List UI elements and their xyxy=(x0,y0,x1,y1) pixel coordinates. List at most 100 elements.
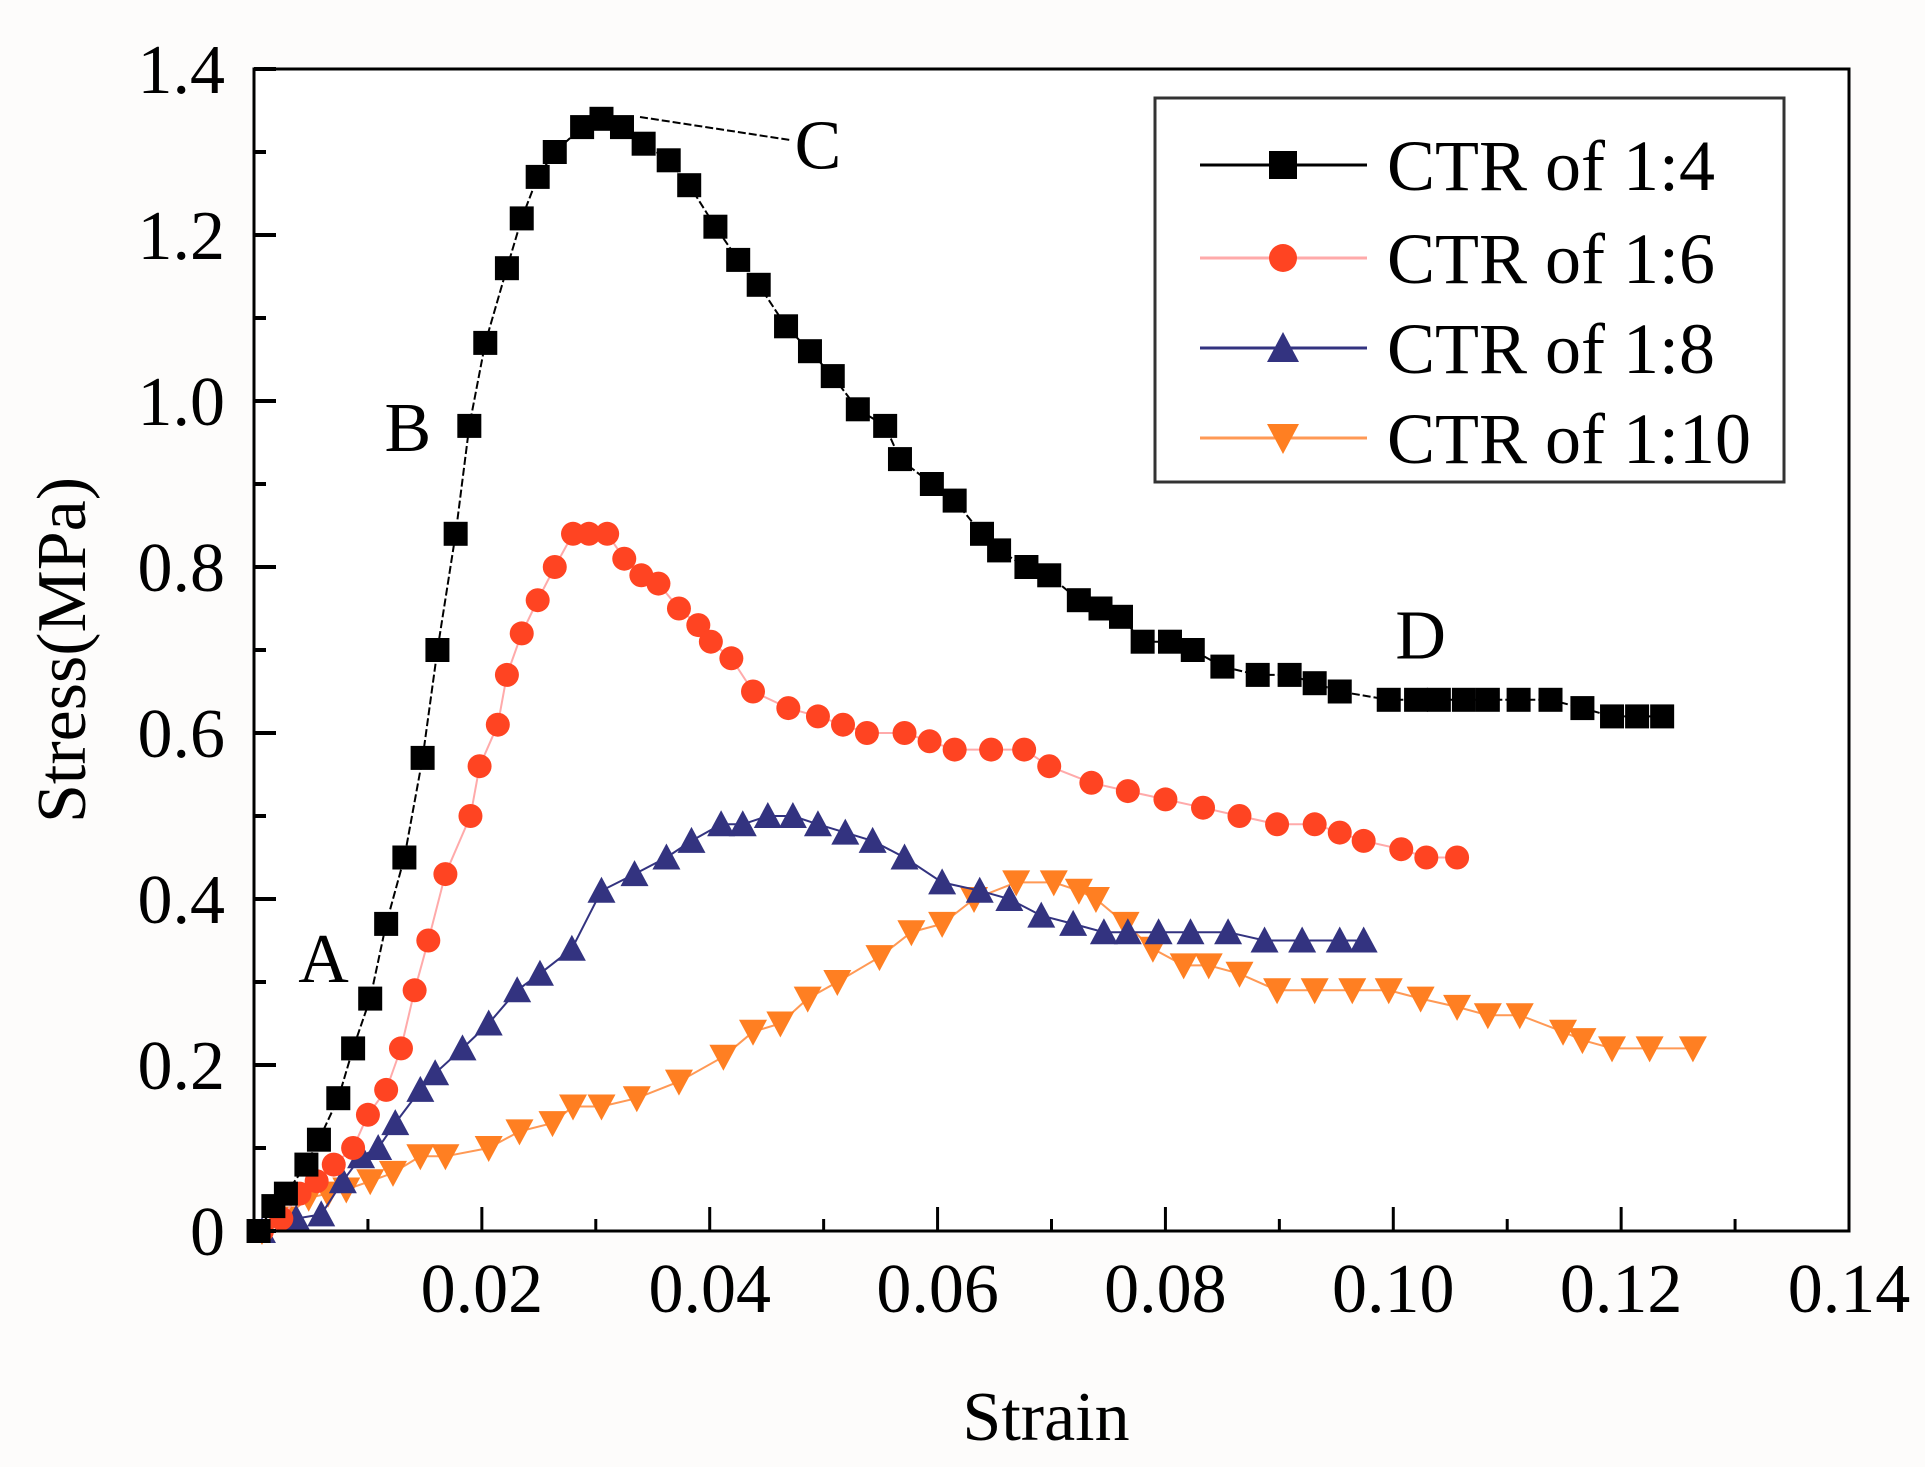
legend-label: CTR of 1:8 xyxy=(1387,309,1715,389)
marker-circle xyxy=(467,754,492,779)
marker-square xyxy=(1037,563,1062,588)
marker-circle xyxy=(433,862,458,887)
marker-triangle-down xyxy=(1263,978,1292,1005)
marker-circle xyxy=(374,1077,399,1102)
marker-circle xyxy=(595,521,620,546)
marker-circle xyxy=(1115,779,1140,804)
marker-triangle-down xyxy=(406,1144,435,1171)
marker-triangle-up xyxy=(328,1167,357,1194)
marker-triangle-up xyxy=(858,826,887,853)
marker-triangle-up xyxy=(707,810,736,837)
marker-square xyxy=(1570,696,1595,721)
marker-circle xyxy=(1012,737,1037,762)
y-tick-label: 1.0 xyxy=(138,364,226,441)
marker-triangle-down xyxy=(1081,887,1110,913)
marker-square xyxy=(1108,604,1133,629)
marker-square xyxy=(1088,596,1113,621)
annotation-c-leader-line xyxy=(639,116,791,141)
marker-triangle-down xyxy=(766,1011,795,1038)
marker-square xyxy=(726,247,751,272)
marker-square xyxy=(797,339,822,364)
marker-triangle-up xyxy=(1267,332,1299,362)
annotation-label-a: A xyxy=(298,921,349,998)
marker-triangle-up xyxy=(1349,926,1378,953)
marker-triangle-up xyxy=(652,843,681,870)
y-tick-label: 1.2 xyxy=(138,198,226,275)
marker-square xyxy=(1327,679,1352,704)
marker-circle xyxy=(612,546,637,571)
marker-triangle-down xyxy=(664,1069,693,1096)
y-tick-label: 0.4 xyxy=(138,862,226,939)
marker-circle xyxy=(892,721,917,745)
marker-triangle-up xyxy=(381,1109,410,1136)
marker-square xyxy=(873,413,898,438)
marker-triangle-up xyxy=(1250,926,1279,953)
marker-triangle-up xyxy=(1027,901,1056,928)
legend-entry: CTR of 1:4 xyxy=(1200,126,1715,206)
marker-triangle-up xyxy=(1325,926,1354,953)
marker-triangle-up xyxy=(1288,926,1317,953)
marker-circle xyxy=(485,712,510,737)
marker-square xyxy=(942,488,967,513)
marker-triangle-up xyxy=(474,1009,503,1036)
marker-circle xyxy=(542,555,567,579)
marker-circle xyxy=(1037,754,1062,779)
marker-square xyxy=(656,148,681,173)
marker-circle xyxy=(776,696,801,721)
marker-triangle-down xyxy=(378,1160,407,1187)
marker-circle xyxy=(1445,845,1470,870)
marker-circle xyxy=(576,521,601,546)
series-ctr-of-1-8 xyxy=(247,802,1378,1243)
marker-triangle-down xyxy=(538,1111,567,1138)
marker-square xyxy=(542,140,567,164)
marker-triangle-up xyxy=(728,810,757,837)
marker-square xyxy=(494,256,519,281)
y-tick-label: 0.2 xyxy=(138,1028,226,1105)
x-tick-label: 0.08 xyxy=(1104,1251,1227,1328)
marker-triangle-down xyxy=(1443,994,1472,1021)
marker-triangle-up xyxy=(965,876,994,903)
marker-square xyxy=(589,106,614,131)
marker-square xyxy=(703,214,728,239)
marker-square xyxy=(457,413,482,438)
marker-triangle-down xyxy=(865,945,894,972)
marker-circle xyxy=(1265,812,1290,837)
marker-circle xyxy=(355,1102,380,1127)
marker-square xyxy=(1475,687,1500,712)
marker-square xyxy=(273,1181,298,1206)
marker-triangle-up xyxy=(448,1034,477,1061)
marker-square xyxy=(845,397,870,422)
legend-label: CTR of 1:6 xyxy=(1387,219,1715,299)
marker-triangle-up xyxy=(1113,918,1142,945)
marker-square xyxy=(987,538,1012,563)
marker-square xyxy=(1506,687,1531,712)
marker-triangle-down xyxy=(739,1019,768,1046)
marker-circle xyxy=(1191,795,1216,820)
marker-circle xyxy=(698,629,723,654)
marker-triangle-down xyxy=(1635,1036,1664,1063)
marker-square xyxy=(1625,704,1650,729)
marker-triangle-down xyxy=(587,1094,616,1121)
marker-triangle-down xyxy=(1039,870,1068,897)
marker-triangle-up xyxy=(557,934,586,961)
ticks: 0 0.2 0.4 0.6 0.8 1.0 1.2 1.4 0.02 0.04 0.06 0.08 0.… xyxy=(138,32,1911,1328)
marker-triangle-up xyxy=(677,826,706,853)
marker-circle xyxy=(494,662,519,687)
marker-triangle-down xyxy=(1678,1036,1707,1063)
x-tick-label: 0.12 xyxy=(1560,1251,1683,1328)
marker-triangle-down xyxy=(1549,1019,1578,1046)
marker-circle xyxy=(525,588,550,613)
marker-square xyxy=(1538,687,1563,712)
marker-triangle-down xyxy=(928,911,957,938)
series-ctr-of-1-4 xyxy=(246,106,1675,1243)
marker-square xyxy=(1130,629,1155,654)
marker-square xyxy=(609,115,634,140)
legend-entry: CTR of 1:8 xyxy=(1200,309,1715,389)
marker-triangle-down xyxy=(1194,953,1223,980)
marker-triangle-down xyxy=(505,1119,534,1146)
marker-triangle-up xyxy=(1059,909,1088,936)
marker-square xyxy=(306,1127,331,1152)
marker-circle xyxy=(1351,828,1376,853)
marker-triangle-up xyxy=(1089,918,1118,945)
marker-circle xyxy=(805,704,830,729)
